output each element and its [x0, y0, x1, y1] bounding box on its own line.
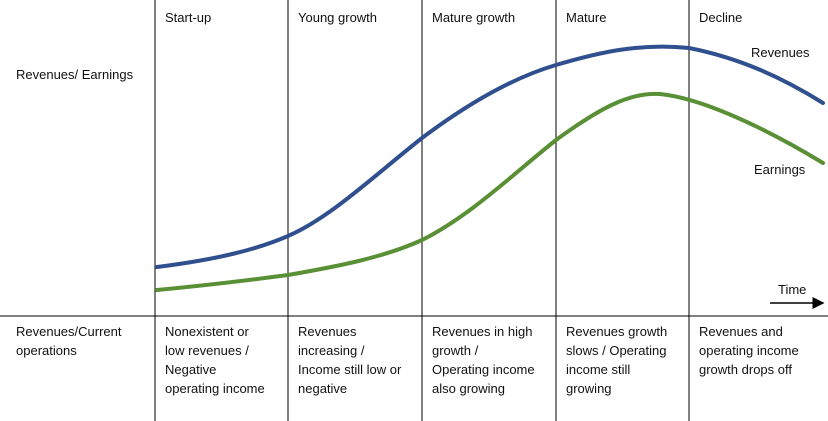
row-label-revenues-earnings: Revenues/ Earnings: [16, 67, 134, 82]
revenues-label: Revenues: [751, 45, 810, 60]
stage-description-young-growth: Revenues increasing / Income still low o…: [298, 322, 426, 398]
row-label-current-operations-line-1: Revenues/Current: [16, 324, 122, 339]
description-line: slows / Operating: [566, 343, 667, 358]
earnings-curve: [155, 91, 825, 292]
description-line: growth /: [432, 343, 479, 358]
description-line: operating income: [165, 381, 265, 396]
description-line: growing: [566, 381, 612, 396]
description-line: increasing /: [298, 343, 365, 358]
stage-header-decline: Decline: [699, 10, 743, 25]
description-line: also growing: [432, 381, 505, 396]
earnings-label: Earnings: [754, 162, 806, 177]
time-label: Time: [778, 282, 807, 297]
description-line: income still: [566, 362, 631, 377]
description-line: Operating income: [432, 362, 535, 377]
stage-description-start-up: Nonexistent or low revenues / Negative o…: [165, 322, 293, 398]
description-line: low revenues /: [165, 343, 249, 358]
row-label-current-operations: Revenues/Current operations: [16, 322, 122, 360]
stage-description-mature-growth: Revenues in high growth / Operating inco…: [432, 322, 560, 398]
stage-description-decline: Revenues and operating income growth dro…: [699, 322, 827, 379]
description-line: growth drops off: [699, 362, 792, 377]
revenues-curve: [155, 44, 825, 269]
description-line: negative: [298, 381, 348, 396]
row-label-current-operations-line-2: operations: [16, 343, 77, 358]
description-line: operating income: [699, 343, 799, 358]
description-line: Income still low or: [298, 362, 402, 377]
stage-header-start-up: Start-up: [165, 10, 212, 25]
stage-header-mature: Mature: [566, 10, 607, 25]
stage-header-young-growth: Young growth: [298, 10, 378, 25]
description-line: Revenues and: [699, 324, 783, 339]
stage-header-mature-growth: Mature growth: [432, 10, 516, 25]
description-line: Revenues in high: [432, 324, 533, 339]
description-line: Nonexistent or: [165, 324, 249, 339]
description-line: Revenues growth: [566, 324, 668, 339]
description-line: Negative: [165, 362, 217, 377]
stage-description-mature: Revenues growth slows / Operating income…: [566, 322, 694, 398]
description-line: Revenues: [298, 324, 357, 339]
